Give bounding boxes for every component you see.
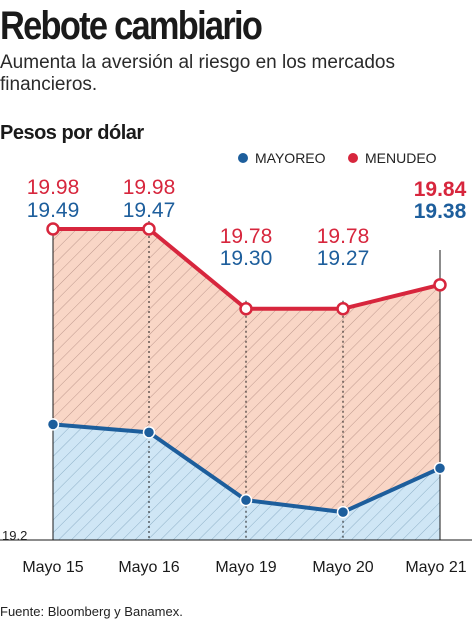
data-label-mayoreo: 19.38	[414, 200, 467, 223]
point-mayoreo	[142, 426, 156, 439]
data-label-mayoreo: 19.27	[317, 247, 370, 270]
point-mayoreo	[433, 461, 447, 475]
data-label-menudeo: 19.98	[27, 176, 80, 199]
chart-subtitle: Aumenta la aversión al riesgo en los mer…	[0, 52, 395, 95]
point-mayoreo	[336, 505, 350, 519]
x-tick-label: Mayo 19	[215, 559, 276, 576]
legend-item-mayoreo: MAYOREO	[238, 150, 326, 166]
data-label-menudeo: 19.98	[123, 176, 176, 199]
legend-swatch-mayoreo	[238, 153, 248, 163]
point-mayoreo	[46, 418, 60, 431]
point-menudeo	[46, 222, 60, 236]
x-tick-label: Mayo 16	[118, 559, 179, 576]
x-tick-label: Mayo 15	[22, 559, 83, 576]
point-mayoreo	[239, 493, 253, 507]
point-menudeo	[239, 301, 253, 316]
point-menudeo	[433, 278, 447, 292]
point-menudeo	[142, 222, 156, 236]
source-note: Fuente: Bloomberg y Banamex.	[0, 604, 183, 619]
legend-item-menudeo: MENUDEO	[348, 150, 437, 166]
legend-label-menudeo: MENUDEO	[365, 150, 437, 166]
data-label-menudeo: 19.78	[220, 225, 273, 248]
point-menudeo	[336, 301, 350, 316]
legend-swatch-menudeo	[348, 153, 358, 163]
data-label-mayoreo: 19.47	[123, 199, 176, 222]
data-label-menudeo: 19.84	[414, 178, 467, 201]
x-tick-label: Mayo 20	[312, 559, 373, 576]
chart-title: Rebote cambiario	[0, 4, 263, 48]
data-label-mayoreo: 19.30	[220, 247, 273, 270]
data-label-menudeo: 19.78	[317, 225, 370, 248]
x-tick-label: Mayo 21	[405, 559, 466, 576]
area-mayoreo	[53, 424, 440, 540]
data-label-mayoreo: 19.49	[27, 199, 80, 222]
y-axis-min-label: 19.2	[2, 528, 27, 543]
legend-label-mayoreo: MAYOREO	[255, 150, 326, 166]
unit-label: Pesos por dólar	[0, 122, 144, 144]
chart-area: 19.9819.4919.9819.4719.7819.3019.7819.27…	[0, 176, 472, 576]
